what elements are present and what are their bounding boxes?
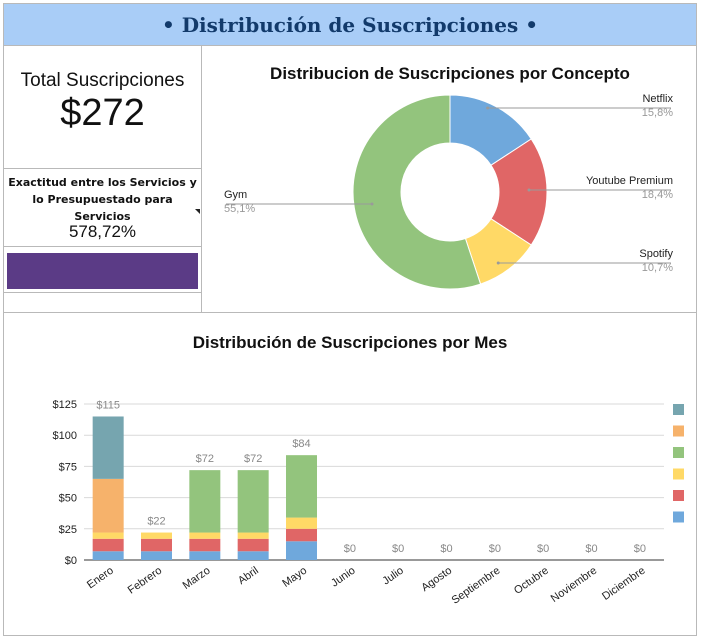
total-subscriptions-label: Total Suscripciones [20,70,185,91]
donut-leader-dot [496,261,500,265]
donut-slice-gym [352,94,482,290]
donut-label: Gym [224,189,247,201]
summary-divider-3 [4,292,201,293]
donut-label: Netflix [642,93,673,105]
summary-divider-1 [4,168,201,169]
donut-leader-dot [527,188,531,192]
summary-divider-2 [4,246,201,247]
donut-label: Youtube Premium [586,175,673,187]
accuracy-value: 578,72% [68,222,137,241]
donut-leader-dot [486,106,490,110]
donut-chart-title: Distribucion de Suscripciones por Concep… [270,64,630,83]
accuracy-bar [7,253,198,289]
panel-divider-vertical [201,46,202,312]
donut-value-label: 15,8% [642,107,673,119]
donut-leader-dot [370,202,374,206]
accuracy-label: Exactitud entre los Servicios y lo Presu… [8,176,197,223]
total-subscriptions-value: $272 [60,92,145,134]
dashboard-frame [3,3,697,636]
donut-value-label: 55,1% [224,203,255,215]
dashboard-header: • Distribución de Suscripciones • [4,4,696,46]
donut-value-label: 10,7% [642,262,673,274]
donut-value-label: 18,4% [642,189,673,201]
cell-note-marker [195,209,200,214]
donut-label: Spotify [639,248,673,260]
bar-chart-title: Distribución de Suscripciones por Mes [192,333,508,352]
panel-divider-horizontal [4,312,696,313]
